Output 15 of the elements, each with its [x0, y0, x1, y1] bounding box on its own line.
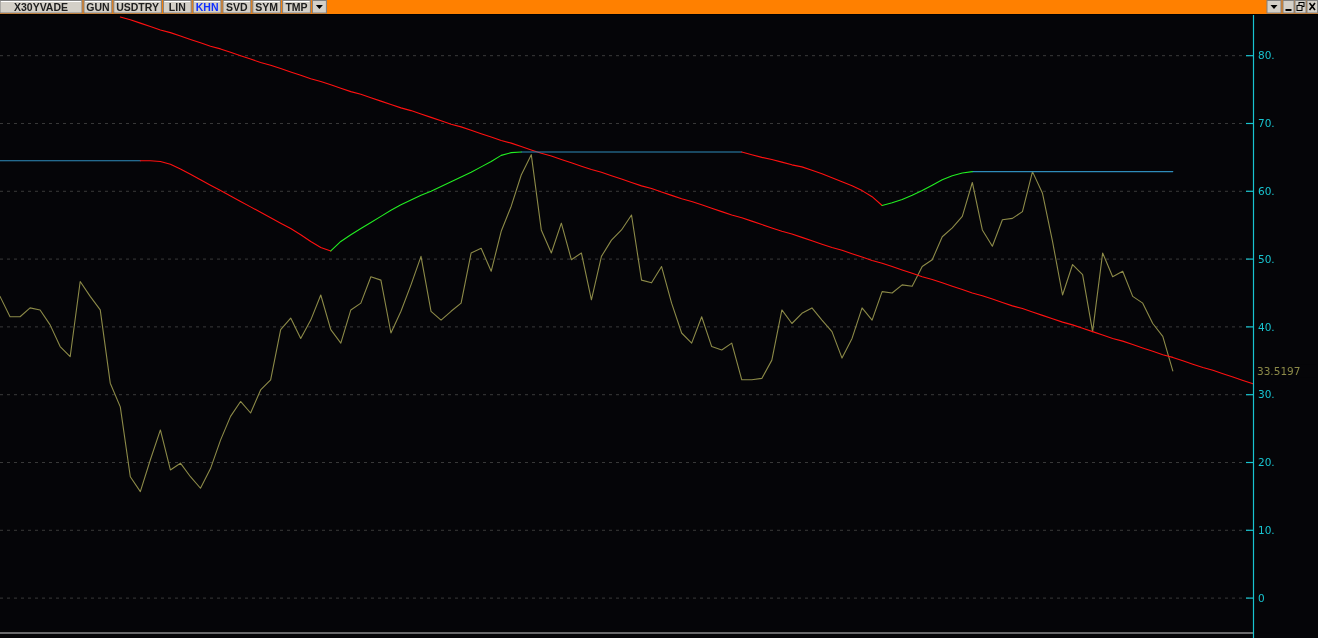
line-series	[119, 16, 1254, 385]
y-tick-label: 10.	[1258, 523, 1275, 536]
text: 33.5197	[1257, 364, 1301, 377]
y-tick-label: 50.	[1258, 252, 1275, 265]
y-tick-label: 0	[1258, 591, 1265, 604]
y-tick-label: 30.	[1258, 388, 1275, 401]
line-series	[0, 154, 1174, 493]
y-tick-label: 70.	[1258, 117, 1275, 130]
chart-title: X30YVADE	[13, 0, 69, 13]
y-tick-label: 60.	[1258, 184, 1275, 197]
y-tick-label: 80.	[1258, 49, 1275, 62]
text: LIN	[168, 0, 186, 13]
text: SVD	[226, 0, 249, 13]
y-tick-label: 40.	[1258, 320, 1275, 333]
y-tick-label: 20.	[1258, 456, 1275, 469]
